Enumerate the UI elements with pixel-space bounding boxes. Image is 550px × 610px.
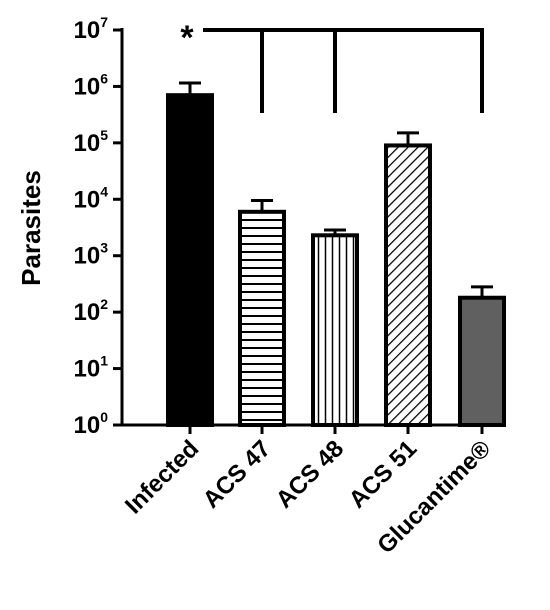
bar-acs-48 [311,233,359,427]
bar-acs-47 [238,209,286,427]
x-tick-label: ACS 48 [271,435,350,514]
axes [120,28,505,434]
y-tick-label: 100 [74,409,109,439]
bar-infected [166,93,214,427]
x-tick-label: ACS 47 [198,435,277,514]
y-tick-label: 106 [74,70,109,100]
significance-label: * [180,19,194,57]
y-axis-title: Parasites [16,170,46,286]
bar-acs-51 [384,143,432,427]
y-tick-label: 104 [74,183,109,213]
y-tick-label: 101 [74,353,109,383]
bars [166,81,506,427]
y-axis-ticks: 100 101 102 103 104 105 106 107 [74,14,122,439]
y-tick-label: 103 [74,240,109,270]
significance-bracket: * [180,19,484,113]
y-tick-label: 105 [74,127,109,157]
y-tick-label: 107 [74,14,109,44]
bar-glucantime [458,295,506,427]
y-tick-label: 102 [74,296,109,326]
x-tick-label: Infected [120,435,204,519]
